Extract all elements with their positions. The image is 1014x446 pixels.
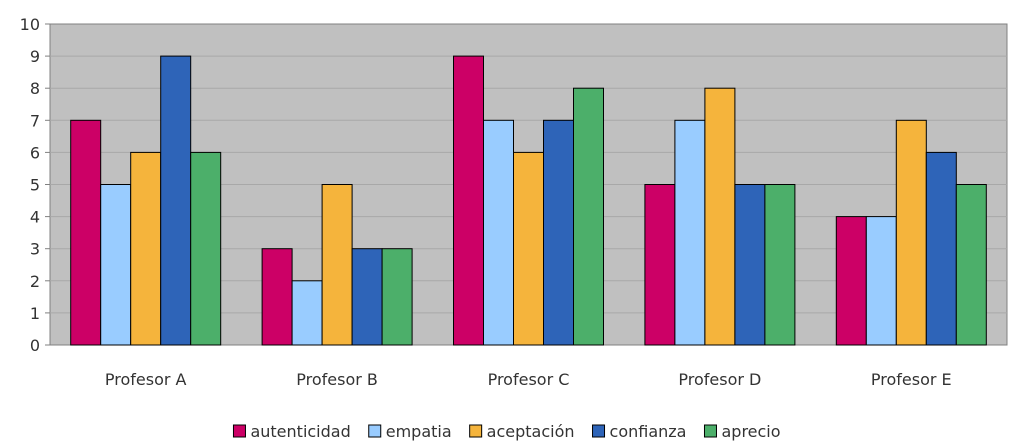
legend-item-1: empatia [368,422,452,441]
bars [70,55,987,346]
legend-swatch [703,424,717,438]
x-axis-category-labels: Profesor A Profesor B Profesor C Profesor D… [105,370,952,389]
legend-item-0: autenticidad [232,422,351,441]
legend-swatch [368,424,382,438]
legend-swatch [232,424,246,438]
bar-empatia-5 [865,216,897,346]
bar-aceptación-4 [704,87,736,346]
bar-empatia-2 [291,280,323,346]
y-axis-tick-labels: 0 1 2 3 4 5 6 7 8 9 10 [20,15,40,355]
y-tick-label: 9 [30,47,40,66]
legend-label: confianza [610,422,687,441]
bar-aprecio-3 [573,87,604,346]
bar-aprecio-2 [381,248,413,346]
y-tick-label: 0 [30,336,40,355]
y-tick-label: 8 [30,79,40,98]
legend-swatch [592,424,606,438]
y-tick-label: 2 [30,272,40,291]
category-label: Profesor A [105,370,187,389]
category-label: Profesor B [296,370,378,389]
bar-empatia-3 [483,119,514,346]
bar-confianza-4 [734,184,766,346]
bar-autenticidad-1 [70,119,102,346]
legend-item-3: confianza [592,422,687,441]
legend-label: autenticidad [250,422,350,441]
bar-aprecio-4 [764,184,796,346]
legend-item-2: aceptación [469,422,575,441]
legend-label: aceptación [487,422,575,441]
category-label: Profesor C [488,370,570,389]
bar-autenticidad-5 [835,216,867,346]
bar-confianza-1 [160,55,192,346]
legend-label: aprecio [721,422,780,441]
legend-label: empatia [386,422,452,441]
y-tick-label: 10 [20,15,40,34]
y-tick-label: 7 [30,111,40,130]
y-tick-label: 6 [30,143,40,162]
bar-confianza-2 [351,248,383,346]
y-tick-label: 4 [30,208,40,227]
bar-autenticidad-3 [453,55,484,346]
bar-empatia-4 [674,119,706,346]
category-label: Profesor D [678,370,761,389]
y-tick-label: 5 [30,176,40,195]
bar-autenticidad-2 [261,248,293,346]
bar-confianza-3 [543,119,574,346]
bar-aceptación-1 [130,151,162,346]
bar-autenticidad-4 [644,184,676,346]
bar-aceptación-3 [513,151,544,346]
legend-item-4: aprecio [703,422,781,441]
bar-aprecio-5 [955,184,987,346]
bar-empatia-1 [100,184,132,346]
y-tick-label: 1 [30,304,40,323]
legend-swatch [469,424,483,438]
bar-aprecio-1 [190,151,222,346]
category-label: Profesor E [871,370,952,389]
bar-confianza-5 [925,151,957,346]
legend: autenticidad empatia aceptación confianza ap… [232,422,781,441]
y-tick-label: 3 [30,240,40,259]
bar-aceptación-2 [321,184,353,346]
bar-aceptación-5 [895,119,927,346]
